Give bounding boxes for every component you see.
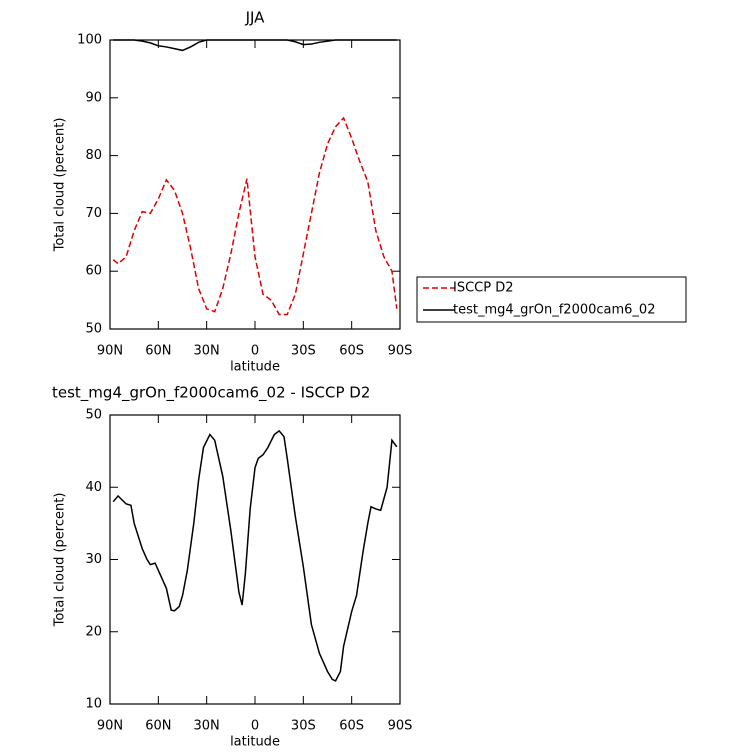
x-tick-label: 90S bbox=[388, 719, 413, 734]
x-tick-label: 60S bbox=[339, 344, 364, 359]
y-tick-label: 90 bbox=[85, 90, 102, 105]
x-tick-label: 30S bbox=[291, 344, 316, 359]
y-tick-label: 70 bbox=[85, 206, 102, 221]
y-tick-label: 40 bbox=[85, 480, 102, 495]
y-tick-label: 50 bbox=[85, 322, 102, 337]
y-axis-label: Total cloud (percent) bbox=[53, 118, 68, 253]
x-tick-label: 30N bbox=[194, 719, 220, 734]
legend-label: test_mg4_grOn_f2000cam6_02 bbox=[453, 303, 655, 318]
x-tick-label: 60N bbox=[145, 719, 171, 734]
y-tick-label: 80 bbox=[85, 148, 102, 163]
series-line bbox=[112, 116, 398, 316]
y-tick-label: 20 bbox=[85, 624, 102, 639]
plot-frame bbox=[109, 414, 401, 705]
x-tick-label: 30S bbox=[291, 719, 316, 734]
y-tick-label: 60 bbox=[85, 264, 102, 279]
x-tick-label: 90N bbox=[97, 719, 123, 734]
series-line bbox=[113, 39, 397, 52]
x-axis-label: latitude bbox=[230, 360, 280, 375]
y-tick-label: 100 bbox=[77, 33, 102, 48]
y-tick-label: 10 bbox=[85, 697, 102, 712]
legend-label: ISCCP D2 bbox=[453, 281, 514, 296]
y-axis-label: Total cloud (percent) bbox=[53, 493, 68, 628]
x-axis-label: latitude bbox=[230, 735, 280, 750]
chart-title: JJA bbox=[245, 9, 266, 27]
series-line bbox=[112, 429, 398, 682]
x-tick-label: 30N bbox=[194, 344, 220, 359]
y-tick-label: 50 bbox=[85, 408, 102, 423]
x-tick-label: 90N bbox=[97, 344, 123, 359]
x-tick-label: 90S bbox=[388, 344, 413, 359]
x-tick-label: 0 bbox=[251, 719, 259, 734]
x-tick-label: 60S bbox=[339, 719, 364, 734]
plot-frame bbox=[109, 39, 401, 330]
legend-box bbox=[416, 276, 687, 323]
x-tick-label: 0 bbox=[251, 344, 259, 359]
y-tick-label: 30 bbox=[85, 552, 102, 567]
chart-title: test_mg4_grOn_f2000cam6_02 - ISCCP D2 bbox=[52, 384, 370, 403]
x-tick-label: 60N bbox=[145, 344, 171, 359]
